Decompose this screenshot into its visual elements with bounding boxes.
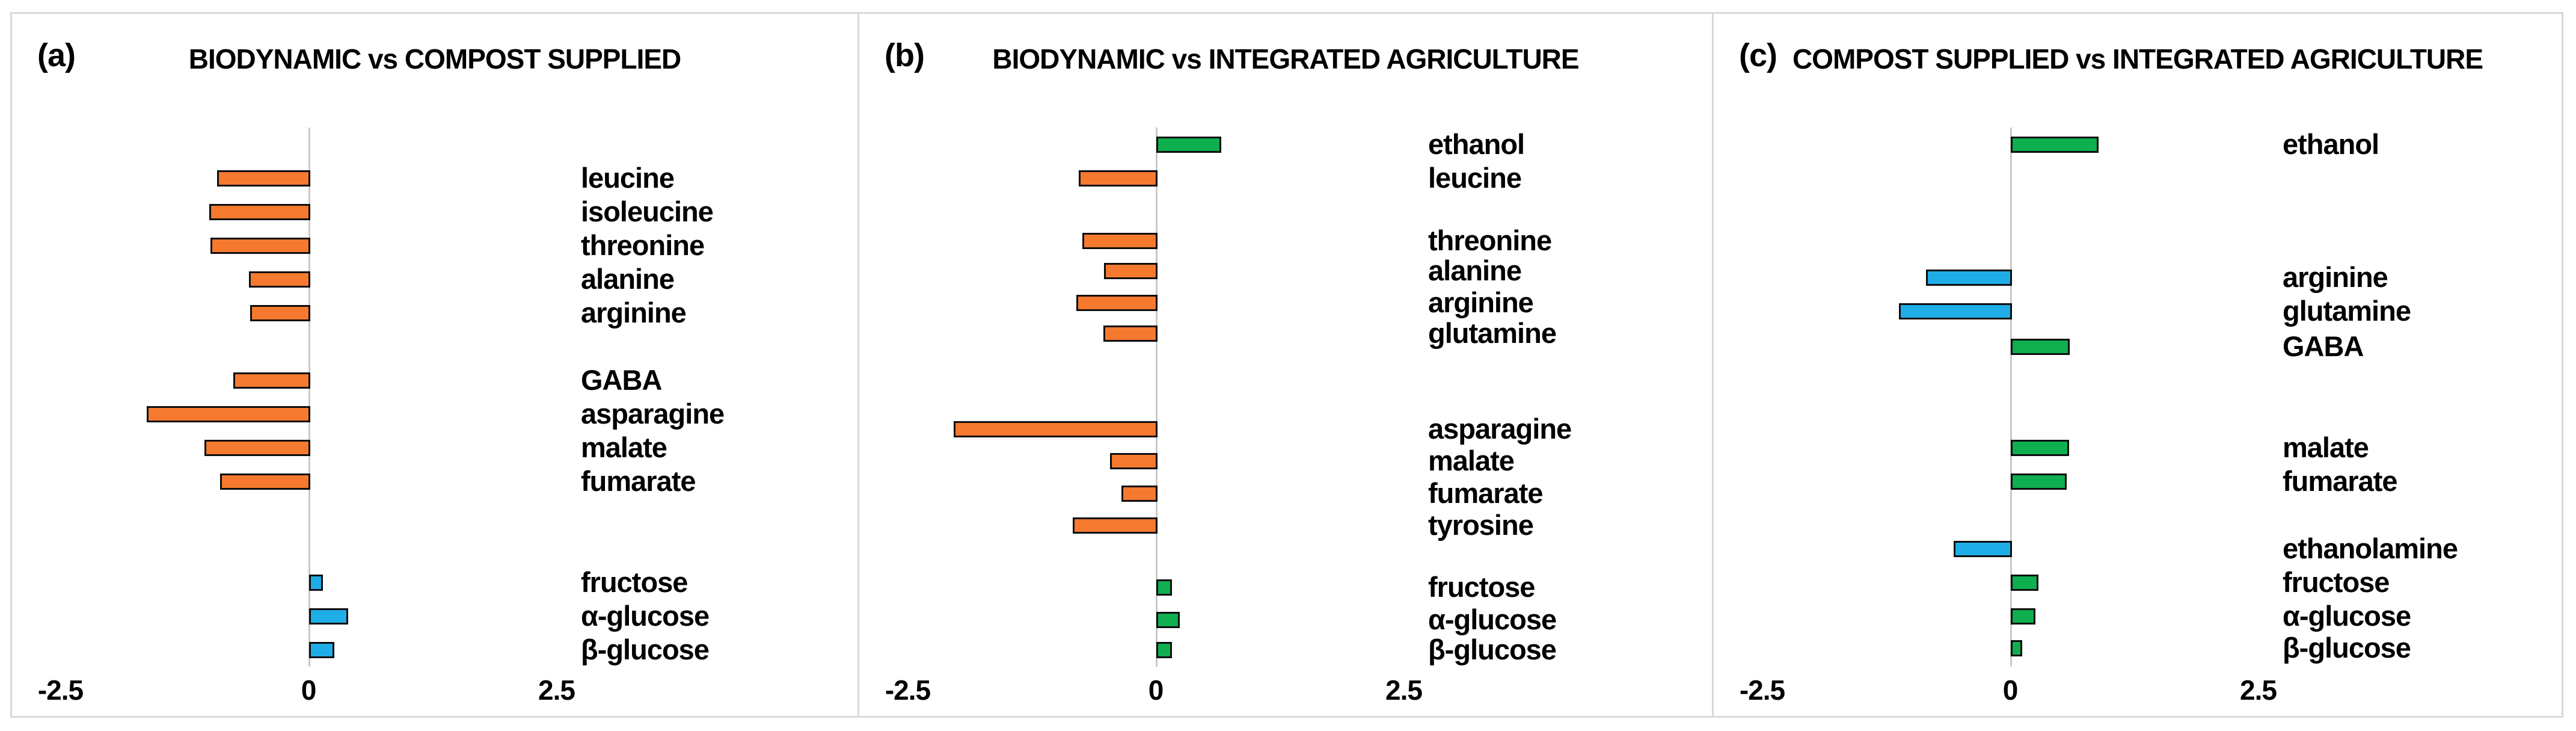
bar--glucose — [2011, 640, 2022, 656]
zero-axis-line — [2010, 128, 2012, 667]
bar-ethanol — [2011, 137, 2099, 153]
bar-label-isoleucine: isoleucine — [581, 196, 714, 227]
bar-label-arginine: arginine — [581, 297, 687, 328]
bar-label--glucose: α-glucose — [1428, 603, 1557, 635]
x-tick--2.5: -2.5 — [37, 674, 84, 706]
bar-arginine — [250, 305, 310, 321]
bar-fumarate — [1121, 486, 1158, 502]
bar-label-threonine: threonine — [1428, 224, 1552, 256]
bar-label-fructose: fructose — [2283, 566, 2390, 598]
bar-fructose — [2011, 575, 2038, 591]
bar-GABA — [2011, 339, 2070, 355]
panel-a-letter: (a) — [37, 37, 76, 73]
x-tick-2.5: 2.5 — [2240, 674, 2277, 706]
bar-label-fumarate: fumarate — [1428, 477, 1544, 509]
bar-label-asparagine: asparagine — [581, 398, 725, 430]
bar-label-malate: malate — [1428, 445, 1515, 477]
bar--glucose — [309, 608, 348, 625]
bar-malate — [2011, 440, 2069, 456]
bar-threonine — [1082, 233, 1158, 249]
bar-malate — [1110, 453, 1158, 469]
x-tick--2.5: -2.5 — [885, 674, 931, 706]
bar-label-alanine: alanine — [581, 263, 675, 295]
bar-label-GABA: GABA — [2283, 330, 2364, 362]
panel-b: (b) BIODYNAMIC vs INTEGRATED AGRICULTURE… — [857, 12, 1714, 718]
bar-label--glucose: α-glucose — [2283, 600, 2411, 632]
bar-label--glucose: β-glucose — [2283, 632, 2411, 664]
bar-label--glucose: β-glucose — [1428, 634, 1557, 665]
bar-label-fumarate: fumarate — [2283, 465, 2398, 497]
bar-fructose — [309, 575, 323, 591]
bar-ethanolamine — [1954, 541, 2012, 557]
bar-fumarate — [220, 473, 310, 490]
bar-label-glutamine: glutamine — [2283, 295, 2411, 327]
bar-label-threonine: threonine — [581, 229, 705, 261]
bar-glutamine — [1103, 325, 1158, 342]
bar-label-alanine: alanine — [1428, 254, 1522, 286]
bar-label-leucine: leucine — [1428, 162, 1522, 194]
x-tick-0: 0 — [301, 674, 317, 706]
bar-asparagine — [147, 406, 310, 422]
bar-glutamine — [1899, 303, 2012, 319]
bar-label-fructose: fructose — [581, 566, 688, 598]
bar-label-ethanol: ethanol — [2283, 128, 2379, 160]
bar-leucine — [1079, 170, 1158, 187]
zero-axis-line — [308, 128, 310, 667]
bar-label-glutamine: glutamine — [1428, 317, 1557, 349]
bar-label-arginine: arginine — [1428, 286, 1534, 318]
panel-a: (a) BIODYNAMIC vs COMPOST SUPPLIED leuci… — [10, 12, 859, 718]
panel-a-title: BIODYNAMIC vs COMPOST SUPPLIED — [188, 43, 682, 75]
bar-label-GABA: GABA — [581, 364, 662, 396]
x-tick--2.5: -2.5 — [1739, 674, 1785, 706]
bar-label-leucine: leucine — [581, 162, 675, 194]
bar--glucose — [1156, 612, 1180, 628]
bar-leucine — [217, 170, 310, 187]
bar-label-arginine: arginine — [2283, 261, 2388, 293]
bar-label-malate: malate — [2283, 431, 2369, 463]
bar-arginine — [1926, 270, 2012, 286]
bar-asparagine — [954, 421, 1158, 437]
bar-fructose — [1156, 579, 1172, 596]
panel-c: (c) COMPOST SUPPLIED vs INTEGRATED AGRIC… — [1712, 12, 2563, 718]
bar-ethanol — [1156, 137, 1221, 153]
bar-label-asparagine: asparagine — [1428, 413, 1572, 445]
bar-alanine — [1104, 263, 1158, 279]
bar-alanine — [249, 271, 310, 288]
bar-label-malate: malate — [581, 431, 667, 463]
panel-c-title: COMPOST SUPPLIED vs INTEGRATED AGRICULTU… — [1792, 43, 2483, 75]
bar--glucose — [309, 642, 334, 658]
bar-threonine — [210, 238, 310, 254]
bar-label-fructose: fructose — [1428, 571, 1535, 603]
bar-label-ethanol: ethanol — [1428, 128, 1525, 160]
bar--glucose — [2011, 608, 2035, 625]
x-tick-2.5: 2.5 — [538, 674, 575, 706]
bar-fumarate — [2011, 473, 2067, 490]
panel-c-letter: (c) — [1739, 37, 1777, 73]
bar-label-ethanolamine: ethanolamine — [2283, 532, 2458, 564]
bar-malate — [204, 440, 310, 456]
metabolite-comparison-figure: (a) BIODYNAMIC vs COMPOST SUPPLIED leuci… — [10, 12, 2563, 718]
bar-arginine — [1076, 295, 1158, 311]
panel-b-letter: (b) — [885, 37, 925, 73]
bar-label--glucose: α-glucose — [581, 600, 710, 632]
bar-label-tyrosine: tyrosine — [1428, 509, 1534, 541]
bar-GABA — [233, 372, 310, 389]
x-tick-2.5: 2.5 — [1385, 674, 1423, 706]
bar-label-fumarate: fumarate — [581, 465, 696, 497]
bar-label--glucose: β-glucose — [581, 634, 710, 665]
bar-tyrosine — [1073, 517, 1158, 534]
zero-axis-line — [1156, 128, 1158, 667]
x-tick-0: 0 — [2002, 674, 2019, 706]
bar--glucose — [1156, 642, 1172, 658]
panel-b-title: BIODYNAMIC vs INTEGRATED AGRICULTURE — [992, 43, 1579, 75]
bar-isoleucine — [209, 204, 310, 220]
x-tick-0: 0 — [1148, 674, 1164, 706]
